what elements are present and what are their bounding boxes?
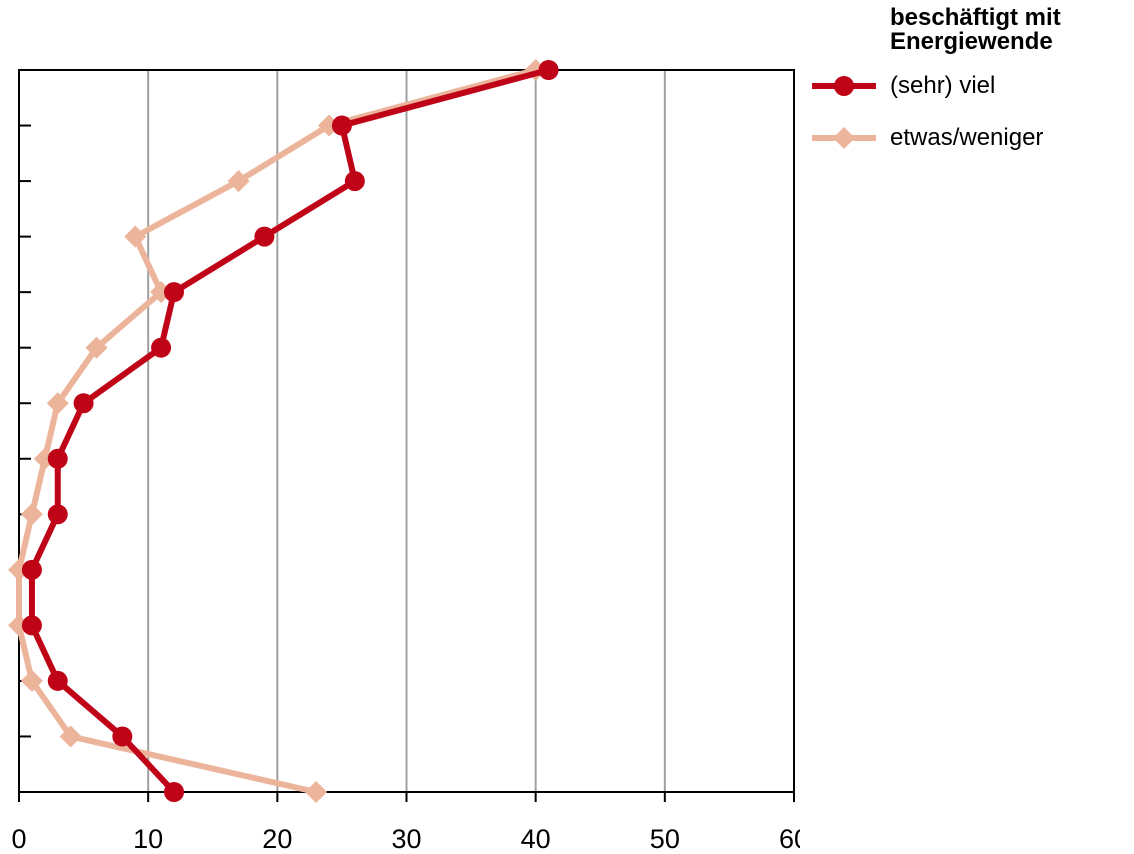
data-point: [254, 226, 275, 247]
x-tick-label: 40: [521, 824, 551, 854]
data-point: [73, 393, 94, 414]
legend-item-etwas-weniger: etwas/weniger: [808, 118, 1128, 158]
data-point: [538, 60, 559, 80]
data-point: [164, 782, 184, 802]
grid-lines: [147, 70, 666, 792]
data-point: [151, 337, 172, 358]
data-point: [47, 670, 68, 691]
data-point: [20, 503, 43, 526]
legend-label: (sehr) viel: [890, 72, 996, 99]
data-point: [59, 725, 82, 748]
data-point: [124, 225, 147, 248]
data-point: [227, 170, 250, 193]
plot-frame: [18, 69, 795, 793]
data-point: [46, 392, 69, 415]
data-point: [344, 171, 365, 192]
series-0: [21, 60, 559, 802]
x-tick-label: 60: [779, 824, 800, 854]
legend-title: beschäftigt mit Energiewende: [890, 4, 1061, 55]
x-tick-label: 0: [11, 824, 26, 854]
data-point: [112, 726, 133, 747]
data-point: [47, 504, 68, 525]
series-line: [28, 67, 550, 795]
data-point: [47, 448, 68, 469]
data-point: [85, 336, 108, 359]
x-tick-label: 20: [262, 824, 292, 854]
line-chart: 0 10 20 30 40 50 60: [8, 59, 800, 854]
series-layer: [8, 59, 559, 803]
series-line: [16, 67, 537, 795]
data-point: [21, 615, 42, 636]
x-tick-label: 50: [650, 824, 680, 854]
data-point: [164, 282, 184, 303]
data-point: [21, 559, 42, 580]
legend: beschäftigt mit Energiewende (sehr) viel…: [808, 6, 1128, 158]
legend-item-sehr-viel: (sehr) viel: [808, 66, 1128, 106]
x-tick-label: 10: [133, 824, 163, 854]
x-tick-labels: 0 10 20 30 40 50 60: [11, 824, 800, 854]
x-tick-label: 30: [391, 824, 421, 854]
data-point: [20, 669, 43, 692]
legend-label: etwas/weniger: [890, 124, 1044, 151]
legend-marker-circle: [812, 76, 876, 96]
legend-marker-diamond: [812, 127, 876, 149]
data-point: [331, 115, 352, 136]
data-point: [305, 781, 328, 803]
